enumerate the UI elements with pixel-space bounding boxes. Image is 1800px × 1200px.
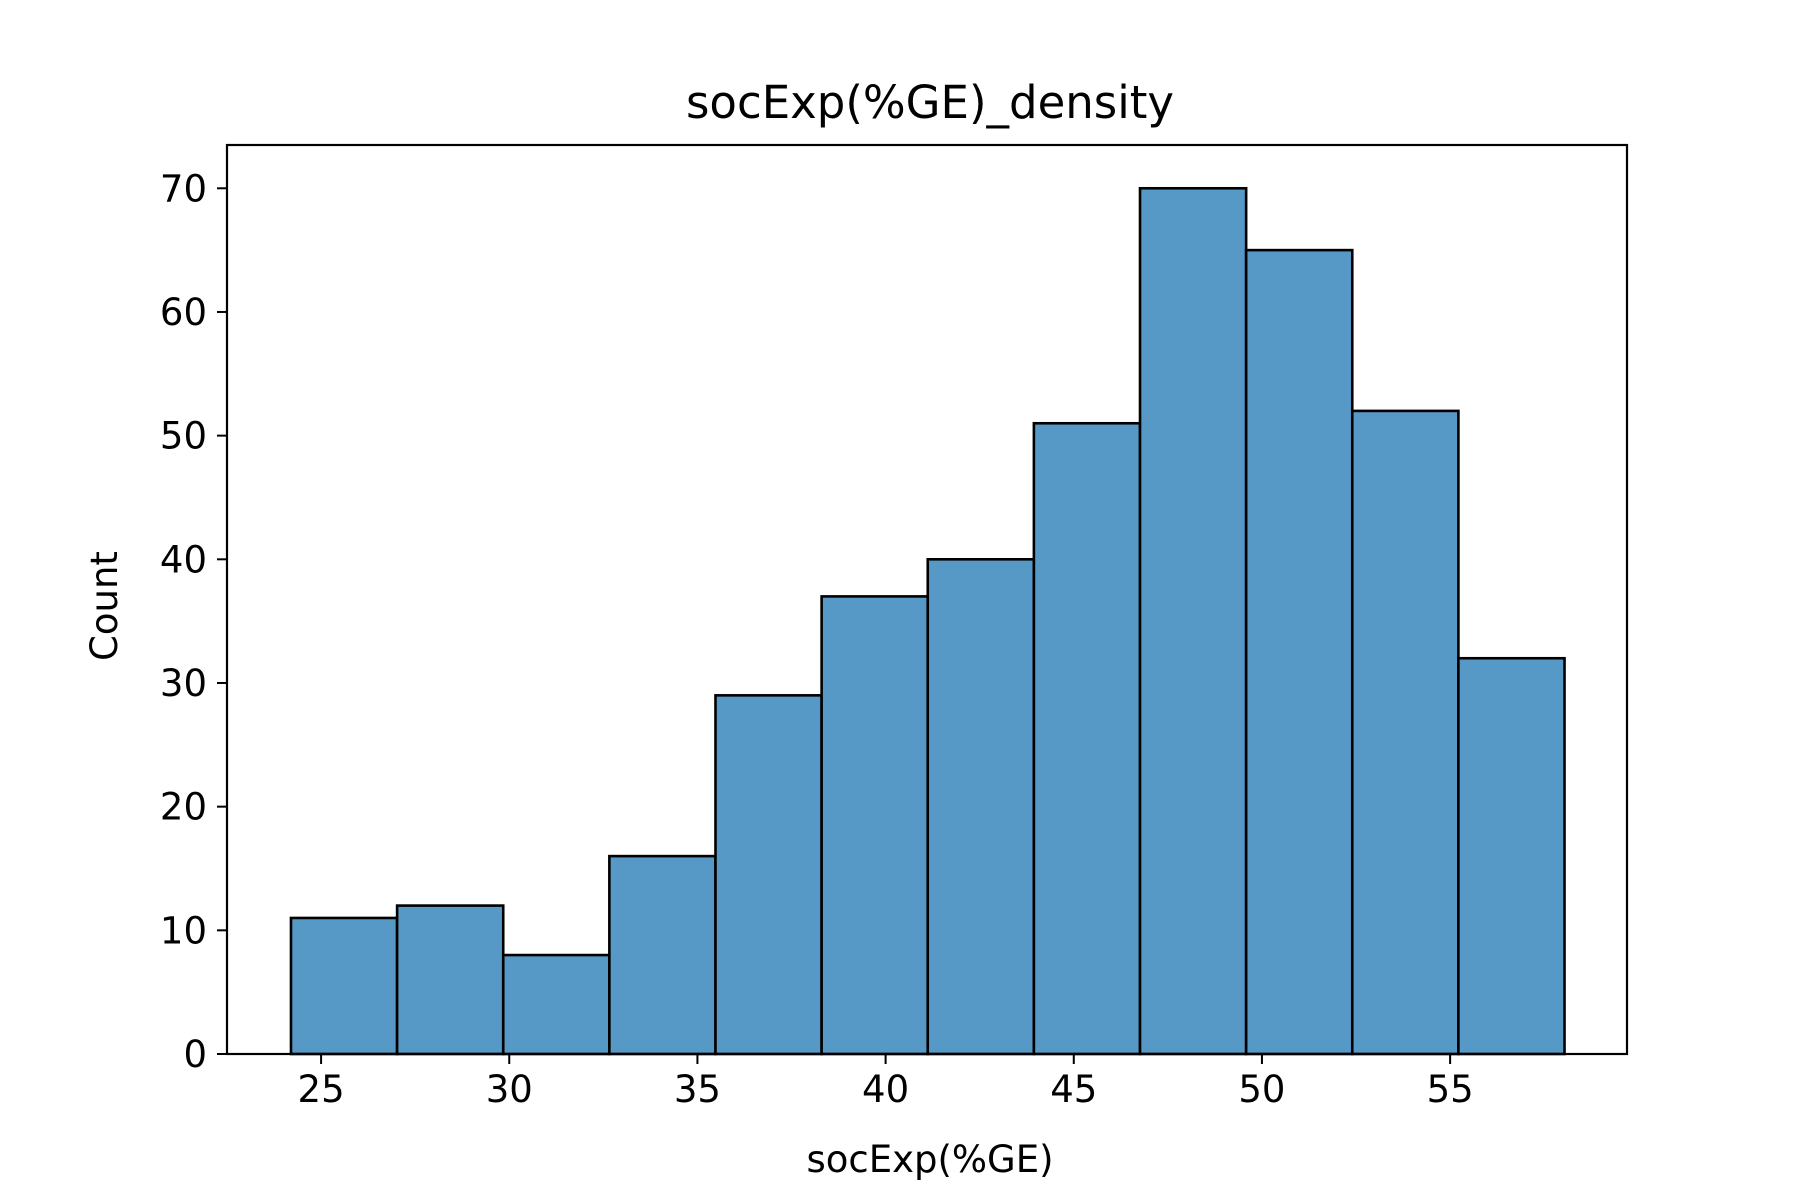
x-axis-label: socExp(%GE) (806, 1138, 1053, 1181)
histogram-bar (289, 916, 399, 1056)
y-tick-label: 50 (160, 415, 207, 458)
histogram-bar (395, 904, 505, 1056)
x-tick-label: 40 (862, 1068, 909, 1111)
histogram-bar (501, 953, 611, 1056)
x-tick-label: 30 (486, 1068, 533, 1111)
x-tick-label: 35 (674, 1068, 721, 1111)
y-tick-label: 70 (160, 167, 207, 210)
y-tick-label: 40 (160, 538, 207, 581)
histogram-bar (1032, 421, 1142, 1056)
x-tick-label: 50 (1238, 1068, 1285, 1111)
histogram-bars (289, 186, 1566, 1056)
x-tick-label: 55 (1427, 1068, 1474, 1111)
histogram-bar (820, 595, 930, 1056)
y-tick-label: 30 (160, 662, 207, 705)
histogram-bar (926, 558, 1036, 1056)
plot-area-frame (225, 143, 1629, 1056)
x-tick-label: 45 (1050, 1068, 1097, 1111)
y-tick-label: 0 (183, 1033, 207, 1076)
histogram-bar (714, 694, 823, 1056)
histogram-bar (1244, 248, 1354, 1056)
histogram-bar (1457, 656, 1566, 1056)
x-axis-ticks: 25 30 35 40 45 50 55 (298, 1054, 1474, 1111)
y-tick-label: 20 (160, 786, 207, 829)
y-axis-label: Count (83, 551, 126, 661)
chart-title: socExp(%GE)_density (686, 76, 1174, 129)
x-tick-label: 25 (298, 1068, 345, 1111)
y-axis-ticks: 0 10 20 30 40 50 60 70 (160, 167, 227, 1076)
histogram-bar (1350, 409, 1460, 1056)
y-tick-label: 10 (160, 909, 207, 952)
histogram-bar (1138, 186, 1248, 1056)
y-tick-label: 60 (160, 291, 207, 334)
histogram-bar (608, 854, 717, 1056)
